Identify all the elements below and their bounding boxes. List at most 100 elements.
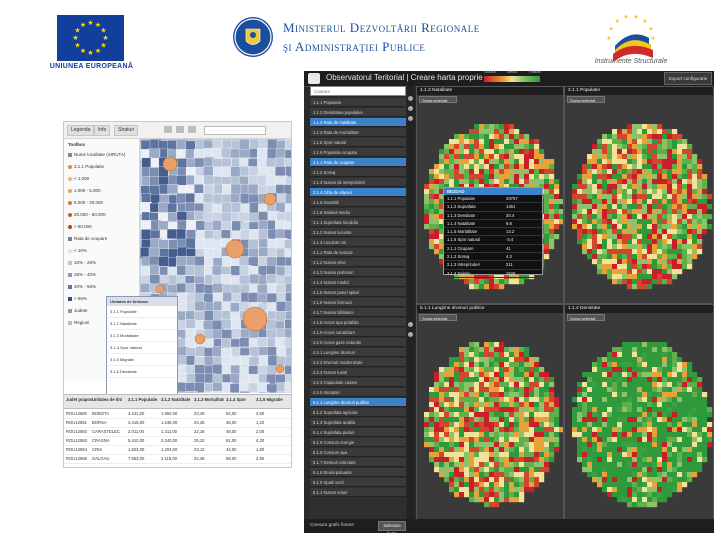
map-region[interactable] xyxy=(657,139,663,145)
map-region[interactable] xyxy=(459,367,465,373)
map-region[interactable] xyxy=(697,397,703,403)
map-region[interactable] xyxy=(622,397,628,403)
map-region[interactable] xyxy=(509,402,515,408)
map-region[interactable] xyxy=(642,342,648,348)
map-region[interactable] xyxy=(504,169,510,175)
map-region[interactable] xyxy=(459,387,465,393)
map-region[interactable] xyxy=(514,159,520,165)
map-region[interactable] xyxy=(464,417,470,423)
map-region[interactable] xyxy=(449,487,455,493)
map-region[interactable] xyxy=(524,347,530,353)
map-region[interactable] xyxy=(582,234,588,240)
map-region[interactable] xyxy=(519,402,525,408)
table-header-cell[interactable]: 3.1.4 Spor xyxy=(226,397,247,402)
map-region[interactable] xyxy=(697,199,703,205)
map-region[interactable] xyxy=(534,477,540,483)
map-region[interactable] xyxy=(499,134,505,140)
map-region[interactable] xyxy=(657,377,663,383)
map-region[interactable] xyxy=(662,342,668,348)
map-region[interactable] xyxy=(509,179,515,185)
map-region[interactable] xyxy=(509,462,515,468)
map-region[interactable] xyxy=(529,402,535,408)
map-region[interactable] xyxy=(489,362,495,368)
map-region[interactable] xyxy=(577,427,583,433)
map-region[interactable] xyxy=(539,154,545,160)
map-region[interactable] xyxy=(662,234,668,240)
map-region[interactable] xyxy=(667,482,673,488)
map-region[interactable] xyxy=(168,274,178,286)
map-region[interactable] xyxy=(687,239,693,245)
map-region[interactable] xyxy=(444,179,450,185)
map-region[interactable] xyxy=(687,159,693,165)
map-region[interactable] xyxy=(587,189,593,195)
map-region[interactable] xyxy=(479,452,485,458)
map-region[interactable] xyxy=(682,169,688,175)
map-region[interactable] xyxy=(257,147,267,159)
map-region[interactable] xyxy=(479,174,485,180)
map-region[interactable] xyxy=(607,219,613,225)
map-region[interactable] xyxy=(592,194,598,200)
map-region[interactable] xyxy=(494,427,500,433)
map-region[interactable] xyxy=(582,179,588,185)
map-region[interactable] xyxy=(692,154,698,160)
map-region[interactable] xyxy=(627,134,633,140)
map-region[interactable] xyxy=(607,467,613,473)
map-region[interactable] xyxy=(617,427,623,433)
map-region[interactable] xyxy=(677,467,683,473)
map-region[interactable] xyxy=(474,124,480,130)
map-region[interactable] xyxy=(692,412,698,418)
map-region[interactable] xyxy=(632,372,638,378)
map-region[interactable] xyxy=(687,244,693,250)
map-region[interactable] xyxy=(529,357,535,363)
map-region[interactable] xyxy=(439,179,445,185)
map-region[interactable] xyxy=(627,214,633,220)
table-row[interactable]: ROU12591 BORSA 3.415,00 1.246,00 24,45 38,00 1… xyxy=(64,418,291,428)
map-region[interactable] xyxy=(692,462,698,468)
map-region[interactable] xyxy=(687,417,693,423)
map-region[interactable] xyxy=(637,477,643,483)
map-region[interactable] xyxy=(489,402,495,408)
map-region[interactable] xyxy=(617,482,623,488)
map-region[interactable] xyxy=(276,391,287,403)
map-region[interactable] xyxy=(652,149,658,155)
map-region[interactable] xyxy=(509,457,515,463)
map-region[interactable] xyxy=(667,279,673,285)
map-region[interactable] xyxy=(549,392,555,398)
map-region[interactable] xyxy=(484,427,490,433)
map-region[interactable] xyxy=(544,199,550,205)
map-region[interactable] xyxy=(534,462,540,468)
map-region[interactable] xyxy=(642,452,648,458)
map-region[interactable] xyxy=(617,357,623,363)
map-region[interactable] xyxy=(469,352,475,358)
map-region[interactable] xyxy=(677,244,683,250)
map-region[interactable] xyxy=(464,382,470,388)
map-region[interactable] xyxy=(484,482,490,488)
map-region[interactable] xyxy=(667,184,673,190)
map-region[interactable] xyxy=(559,219,563,225)
map-region[interactable] xyxy=(484,124,490,130)
map-region[interactable] xyxy=(524,477,530,483)
map-region[interactable] xyxy=(652,452,658,458)
indicator-menu-item[interactable]: 5.1.3 Suprafata arabila xyxy=(310,418,406,427)
map-region[interactable] xyxy=(514,362,520,368)
map-region[interactable] xyxy=(642,269,648,275)
map-region[interactable] xyxy=(459,472,465,478)
map-region[interactable] xyxy=(612,174,618,180)
map-region[interactable] xyxy=(682,477,688,483)
map-region[interactable] xyxy=(554,407,560,413)
map-region[interactable] xyxy=(439,149,445,155)
map-region[interactable] xyxy=(474,482,480,488)
map-region[interactable] xyxy=(572,194,578,200)
map-region[interactable] xyxy=(454,174,460,180)
map-region[interactable] xyxy=(499,412,505,418)
map-region[interactable] xyxy=(484,169,490,175)
map-region[interactable] xyxy=(449,392,455,398)
map-region[interactable] xyxy=(647,462,653,468)
map-region[interactable] xyxy=(194,300,206,311)
indicator-menu-item[interactable]: 6.1.1 Numar voturi xyxy=(310,488,406,497)
map-region[interactable] xyxy=(484,362,490,368)
map-region[interactable] xyxy=(607,457,613,463)
map-region[interactable] xyxy=(657,407,663,413)
map-region[interactable] xyxy=(434,219,440,225)
map-region[interactable] xyxy=(597,219,603,225)
